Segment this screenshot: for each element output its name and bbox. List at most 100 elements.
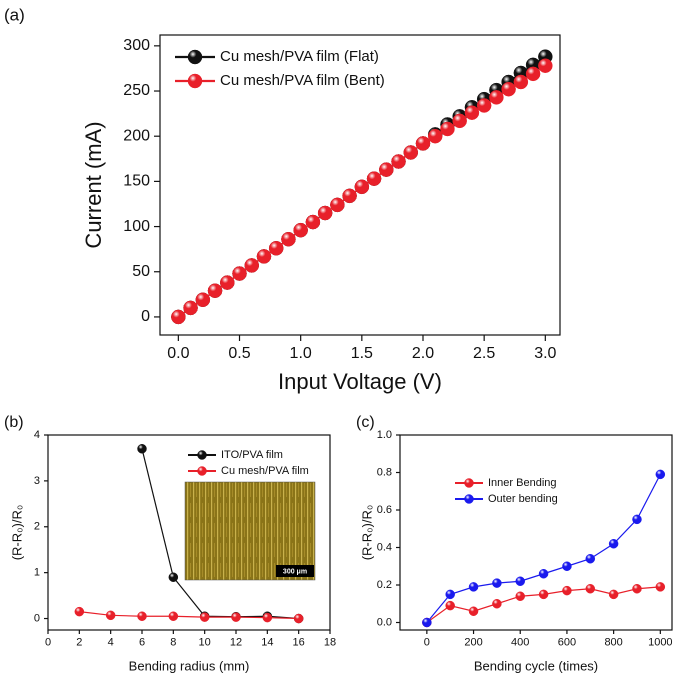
- data-point: [515, 576, 525, 586]
- data-point: [244, 258, 259, 273]
- data-point: [379, 162, 394, 177]
- scale-bar: [276, 565, 314, 577]
- data-point: [391, 154, 406, 169]
- data-point: [293, 613, 304, 624]
- x-tick-label: 3.0: [534, 345, 556, 362]
- x-tick-label: 0.5: [228, 345, 250, 362]
- data-point: [632, 584, 642, 594]
- data-point: [538, 58, 553, 73]
- legend-marker: [464, 494, 474, 504]
- legend-marker: [197, 466, 207, 476]
- x-tick-label: 1000: [648, 637, 672, 649]
- data-point: [655, 582, 666, 592]
- data-point: [585, 554, 596, 564]
- x-tick-label: 16: [293, 637, 305, 649]
- data-point: [262, 612, 273, 623]
- data-point: [655, 469, 666, 480]
- data-point: [538, 589, 549, 600]
- data-point: [608, 589, 619, 600]
- x-tick-label: 14: [261, 637, 273, 649]
- x-axis-label: Bending cycle (times): [474, 658, 598, 673]
- data-point: [207, 283, 223, 298]
- data-point: [403, 145, 419, 160]
- x-tick-label: 6: [139, 637, 145, 649]
- data-point: [452, 113, 467, 129]
- data-point: [199, 612, 210, 622]
- y-axis-label: Current (mA): [81, 121, 106, 248]
- y-tick-label: 0.4: [377, 541, 392, 553]
- y-tick-label: 0: [34, 612, 40, 624]
- data-point: [74, 606, 85, 617]
- x-tick-label: 4: [108, 637, 114, 649]
- y-axis-label: (R-R₀)/R₀: [9, 505, 24, 561]
- x-tick-label: 1.0: [290, 345, 312, 362]
- inset-image: 300 μm: [184, 481, 316, 581]
- data-point: [515, 591, 525, 601]
- data-point: [513, 74, 529, 90]
- plot-frame: [159, 34, 561, 336]
- x-tick-label: 12: [230, 637, 242, 649]
- y-tick-label: 3: [34, 475, 40, 487]
- y-tick-label: 0.0: [377, 616, 392, 628]
- x-tick-label: 800: [604, 637, 622, 649]
- y-tick-label: 250: [123, 82, 150, 99]
- legend-marker: [197, 450, 207, 460]
- panel-label: (c): [356, 414, 375, 431]
- data-point: [476, 98, 492, 113]
- data-point: [608, 539, 619, 549]
- data-point: [445, 600, 455, 611]
- data-point: [632, 514, 642, 525]
- data-point: [137, 444, 147, 454]
- data-point: [168, 611, 179, 621]
- data-point: [137, 611, 147, 621]
- data-point: [468, 606, 479, 616]
- data-point: [330, 197, 345, 213]
- data-point: [317, 205, 333, 221]
- data-point: [445, 589, 455, 600]
- y-tick-label: 300: [123, 37, 150, 54]
- data-point: [427, 128, 443, 144]
- y-tick-label: 100: [123, 218, 150, 235]
- x-tick-label: 2.5: [473, 345, 495, 362]
- x-tick-label: 8: [170, 637, 176, 649]
- data-point: [562, 561, 572, 571]
- y-tick-label: 0.2: [377, 579, 392, 591]
- legend-label: Cu mesh/PVA film (Flat): [220, 48, 379, 65]
- data-point: [305, 214, 321, 230]
- x-tick-label: 18: [324, 637, 336, 649]
- x-axis-label: Input Voltage (V): [278, 369, 442, 394]
- x-tick-label: 400: [511, 637, 529, 649]
- data-point: [489, 90, 504, 105]
- x-tick-label: 200: [464, 637, 482, 649]
- panel: (c) 0 200 400 600 800 1000 0.0 0.2 0.4 0.6 0.8 1.0 Be…: [356, 414, 673, 673]
- scale-bar-label: 300 μm: [283, 568, 307, 575]
- data-point: [168, 572, 179, 582]
- legend-label: Inner Bending: [488, 477, 557, 489]
- panel-label: (b): [4, 414, 24, 431]
- legend-label: Outer bending: [488, 493, 558, 505]
- y-tick-label: 200: [123, 127, 150, 144]
- data-point: [585, 584, 596, 594]
- data-point: [415, 136, 431, 151]
- x-tick-label: 0.0: [167, 345, 189, 362]
- data-point: [562, 585, 572, 596]
- plot-frame: [47, 434, 331, 631]
- panel: (a) 0.0 0.5 1.0 1.5 2.0 2.5 3.0 0 50 100 150 200 250 3…: [4, 5, 561, 394]
- x-tick-label: 10: [199, 637, 211, 649]
- plot-frame: [399, 434, 673, 631]
- data-point: [232, 266, 247, 281]
- y-axis-label: (R-R₀)/R₀: [359, 505, 374, 561]
- data-point: [492, 599, 502, 609]
- y-tick-label: 1.0: [377, 429, 392, 441]
- data-point: [538, 569, 549, 579]
- data-point: [171, 309, 186, 325]
- y-tick-label: 2: [34, 521, 40, 533]
- legend-label: Cu mesh/PVA film: [221, 465, 309, 477]
- data-point: [293, 222, 308, 238]
- data-point: [366, 171, 382, 186]
- y-tick-label: 0.8: [377, 466, 392, 478]
- data-point: [105, 610, 116, 621]
- x-tick-label: 2: [76, 637, 82, 649]
- x-tick-label: 1.5: [351, 345, 373, 362]
